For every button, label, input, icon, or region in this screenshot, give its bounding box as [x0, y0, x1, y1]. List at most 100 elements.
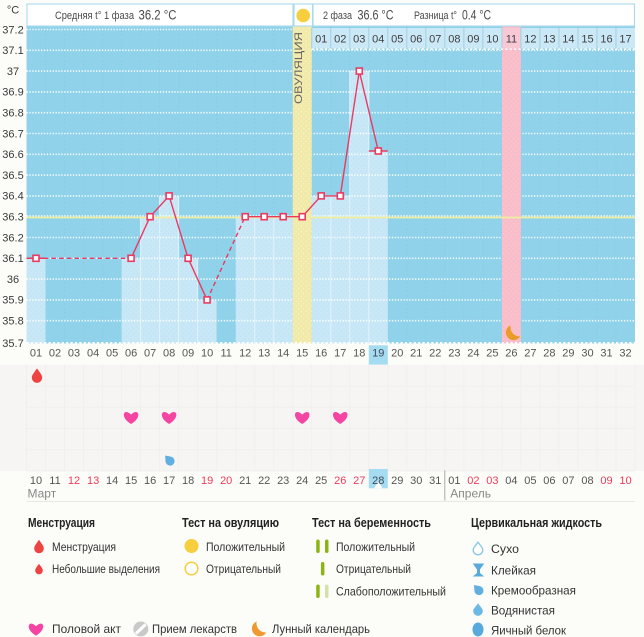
svg-text:Яичный белок: Яичный белок: [491, 624, 567, 637]
svg-text:06: 06: [410, 34, 422, 46]
svg-text:Цервикальная жидкость: Цервикальная жидкость: [471, 515, 602, 530]
svg-text:30: 30: [581, 348, 593, 360]
svg-text:36.2: 36.2: [2, 232, 23, 244]
svg-text:Клейкая: Клейкая: [491, 564, 536, 578]
svg-text:28: 28: [543, 348, 555, 360]
svg-text:07: 07: [562, 475, 574, 487]
svg-text:19: 19: [372, 348, 384, 360]
svg-text:06: 06: [543, 475, 555, 487]
svg-text:23: 23: [448, 348, 460, 360]
svg-text:08: 08: [163, 348, 175, 360]
svg-text:35.7: 35.7: [2, 338, 23, 350]
svg-text:19: 19: [201, 475, 213, 487]
svg-text:17: 17: [163, 475, 175, 487]
svg-text:0.4 °C: 0.4 °C: [462, 7, 491, 22]
svg-text:20: 20: [220, 475, 232, 487]
svg-text:2 фаза: 2 фаза: [323, 10, 353, 22]
svg-text:°C: °C: [7, 5, 19, 17]
svg-text:Средняя t° 1 фаза: Средняя t° 1 фаза: [55, 10, 135, 22]
svg-text:03: 03: [68, 348, 80, 360]
svg-text:29: 29: [391, 475, 403, 487]
svg-text:24: 24: [467, 348, 479, 360]
svg-text:03: 03: [486, 475, 498, 487]
svg-text:12: 12: [524, 34, 536, 46]
svg-text:05: 05: [524, 475, 536, 487]
svg-text:04: 04: [372, 34, 384, 46]
svg-text:36.6 °C: 36.6 °C: [358, 7, 394, 22]
svg-text:36.5: 36.5: [2, 170, 23, 182]
svg-text:07: 07: [429, 34, 441, 46]
svg-text:22: 22: [429, 348, 441, 360]
svg-text:Положительный: Положительный: [336, 540, 415, 554]
svg-text:32: 32: [619, 348, 631, 360]
svg-text:11: 11: [49, 475, 60, 487]
svg-text:26: 26: [505, 348, 517, 360]
svg-text:14: 14: [277, 348, 289, 360]
svg-text:21: 21: [239, 475, 251, 487]
svg-text:28: 28: [372, 475, 384, 487]
svg-text:Слабоположительный: Слабоположительный: [336, 585, 446, 599]
svg-text:31: 31: [429, 475, 441, 487]
svg-text:15: 15: [296, 348, 308, 360]
svg-text:36.4: 36.4: [2, 191, 23, 203]
svg-text:18: 18: [182, 475, 194, 487]
svg-text:Положительный: Положительный: [206, 540, 285, 554]
svg-text:13: 13: [258, 348, 270, 360]
svg-text:Кремообразная: Кремообразная: [491, 584, 576, 598]
svg-text:11: 11: [506, 34, 517, 46]
svg-text:13: 13: [87, 475, 99, 487]
svg-text:06: 06: [125, 348, 137, 360]
svg-text:15: 15: [125, 475, 137, 487]
svg-text:Лунный календарь: Лунный календарь: [272, 622, 370, 636]
svg-text:10: 10: [486, 34, 498, 46]
svg-text:37.1: 37.1: [2, 45, 23, 57]
svg-text:16: 16: [315, 348, 327, 360]
svg-text:36.8: 36.8: [2, 108, 23, 120]
svg-text:Небольшие выделения: Небольшие выделения: [52, 562, 160, 576]
svg-text:14: 14: [562, 34, 574, 46]
svg-text:10: 10: [201, 348, 213, 360]
svg-text:24: 24: [296, 475, 308, 487]
svg-text:05: 05: [106, 348, 118, 360]
svg-text:36.7: 36.7: [2, 128, 23, 140]
svg-text:02: 02: [334, 34, 346, 46]
svg-text:17: 17: [619, 34, 631, 46]
svg-text:02: 02: [467, 475, 479, 487]
svg-text:Сухо: Сухо: [491, 542, 519, 556]
svg-text:04: 04: [505, 475, 517, 487]
svg-text:10: 10: [619, 475, 631, 487]
svg-text:18: 18: [353, 348, 365, 360]
svg-text:10: 10: [30, 475, 42, 487]
svg-text:35.8: 35.8: [2, 316, 23, 328]
svg-text:26: 26: [334, 475, 346, 487]
svg-text:25: 25: [315, 475, 327, 487]
svg-text:Менструация: Менструация: [28, 515, 95, 530]
svg-text:01: 01: [448, 475, 460, 487]
svg-text:04: 04: [87, 348, 99, 360]
svg-text:30: 30: [410, 475, 422, 487]
svg-text:27: 27: [524, 348, 536, 360]
svg-text:Апрель: Апрель: [450, 487, 491, 501]
svg-text:Отрицательный: Отрицательный: [336, 562, 411, 576]
svg-text:21: 21: [410, 348, 422, 360]
svg-text:Прием лекарств: Прием лекарств: [152, 622, 237, 636]
svg-text:Отрицательный: Отрицательный: [206, 562, 281, 576]
svg-text:25: 25: [486, 348, 498, 360]
svg-text:08: 08: [581, 475, 593, 487]
svg-text:36.3: 36.3: [2, 212, 23, 224]
svg-text:37.2: 37.2: [2, 24, 23, 36]
svg-text:Разница t°: Разница t°: [414, 10, 457, 22]
svg-text:36.2 °C: 36.2 °C: [139, 7, 177, 22]
svg-text:36.1: 36.1: [2, 253, 23, 265]
svg-text:14: 14: [106, 475, 118, 487]
svg-text:05: 05: [391, 34, 403, 46]
svg-text:Половой акт: Половой акт: [52, 622, 121, 636]
svg-text:37: 37: [7, 66, 19, 78]
svg-text:Март: Март: [28, 487, 57, 501]
svg-text:09: 09: [182, 348, 194, 360]
svg-text:20: 20: [391, 348, 403, 360]
svg-text:Тест на беременность: Тест на беременность: [312, 515, 431, 530]
svg-text:12: 12: [68, 475, 80, 487]
svg-text:03: 03: [353, 34, 365, 46]
svg-text:09: 09: [600, 475, 612, 487]
